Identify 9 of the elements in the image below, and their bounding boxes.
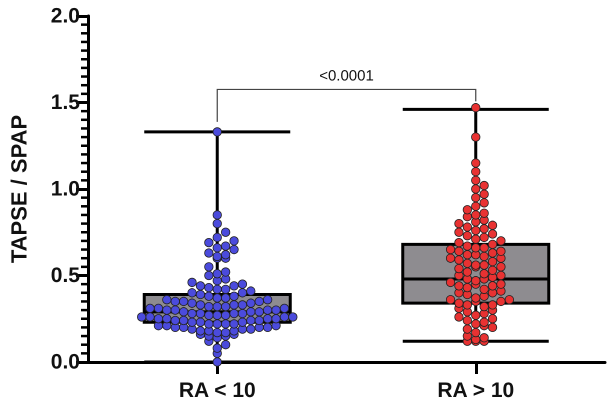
y-tick-label: 0.0 (50, 350, 80, 374)
annotation: <0.0001 (319, 67, 374, 84)
y-tick-label: 0.5 (50, 264, 80, 287)
y-axis-title: TAPSE / SPAP (6, 114, 32, 264)
y-tick-label: 2.0 (50, 4, 80, 28)
y-tick-label: 1.5 (50, 91, 80, 114)
x-tick-label: RA < 10 (178, 379, 256, 402)
y-tick-label: 1.0 (50, 178, 80, 200)
x-tick-label: RA > 10 (437, 379, 514, 402)
